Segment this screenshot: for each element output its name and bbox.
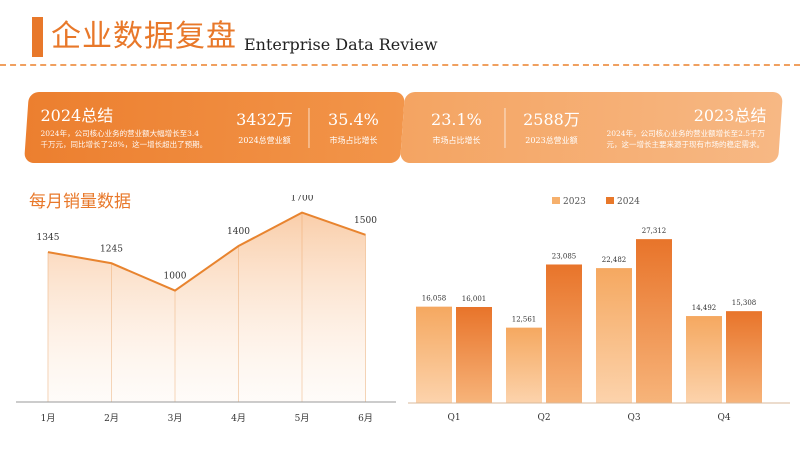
summary-2023-revenue-label: 2023总营业额 bbox=[525, 136, 578, 145]
monthly-sales-line bbox=[47, 211, 366, 292]
bar-data-label: 16,001 bbox=[462, 295, 487, 303]
legend-label-2023: 2023 bbox=[563, 197, 586, 207]
legend-swatch-2024 bbox=[606, 197, 614, 204]
summary-2024-desc-line1: 2024年，公司核心业务的营业额大幅增长至3.4 bbox=[40, 129, 199, 138]
summary-2023-card: 23.1% 市场占比增长 2588万 2023总营业额 2023总结 2024年… bbox=[400, 92, 783, 163]
bar-data-label: 12,561 bbox=[512, 316, 537, 324]
bar-Q1-2024 bbox=[456, 306, 492, 403]
summary-2023-title: 2023总结 bbox=[693, 106, 767, 125]
title-accent-bar bbox=[32, 17, 43, 57]
bar-Q2-2023 bbox=[506, 327, 542, 403]
bar-Q3-2023 bbox=[596, 268, 632, 403]
monthly-data-label: 1700 bbox=[291, 195, 314, 204]
summary-2024-desc-line2: 千万元，同比增长了28%，这一增长超出了预期。 bbox=[40, 140, 208, 149]
monthly-data-label: 1245 bbox=[100, 244, 123, 254]
bar-data-label: 23,085 bbox=[552, 252, 577, 260]
bar-data-label: 16,058 bbox=[422, 295, 447, 303]
bar-data-label: 15,308 bbox=[732, 299, 757, 307]
quarter-tick-label: Q3 bbox=[627, 413, 640, 423]
summary-2024-revenue-label: 2024总营业额 bbox=[238, 136, 291, 145]
bar-Q1-2023 bbox=[416, 306, 452, 403]
bar-data-label: 14,492 bbox=[692, 304, 717, 312]
summary-2024-separator bbox=[308, 108, 310, 148]
quarter-tick-label: Q1 bbox=[447, 413, 460, 423]
bar-Q4-2023 bbox=[686, 316, 722, 403]
page-subtitle: Enterprise Data Review bbox=[244, 35, 438, 54]
monthly-sales-area bbox=[48, 212, 366, 402]
summary-2024-share-value: 35.4% bbox=[328, 110, 379, 129]
summary-2023-share-value: 23.1% bbox=[431, 110, 482, 129]
bar-data-label: 22,482 bbox=[602, 256, 627, 264]
bar-Q3-2024 bbox=[636, 239, 672, 403]
quarter-tick-label: Q4 bbox=[717, 413, 730, 423]
bar-Q2-2024 bbox=[546, 264, 582, 403]
monthly-tick-label: 3月 bbox=[168, 413, 183, 424]
quarter-tick-label: Q2 bbox=[537, 413, 550, 423]
summary-2024-revenue-value: 3432万 bbox=[236, 110, 293, 129]
monthly-tick-label: 1月 bbox=[41, 413, 56, 424]
bar-data-label: 27,312 bbox=[642, 227, 667, 235]
summary-2023-share-label: 市场占比增长 bbox=[432, 136, 481, 145]
monthly-sales-chart: 1345 1245 1000 1400 1700 1500 1月 2月 3月 4月 5月 6月 bbox=[16, 195, 396, 424]
legend-swatch-2023 bbox=[552, 197, 560, 204]
summary-2023-desc-line2: 元，这一增长主要来源于现有市场的稳定需求。 bbox=[606, 140, 764, 149]
page-title: 企业数据复盘 bbox=[51, 19, 237, 54]
summary-2024-card: 2024总结 2024年，公司核心业务的营业额大幅增长至3.4 千万元，同比增长… bbox=[24, 92, 405, 163]
monthly-data-label: 1500 bbox=[354, 216, 377, 226]
monthly-data-label: 1400 bbox=[227, 227, 250, 237]
summary-2023-desc-line1: 2024年，公司核心业务的营业额增长至2.5千万 bbox=[606, 129, 765, 138]
monthly-tick-label: 4月 bbox=[231, 413, 246, 424]
monthly-tick-label: 5月 bbox=[295, 413, 310, 424]
monthly-data-label: 1345 bbox=[37, 233, 60, 243]
monthly-tick-label: 6月 bbox=[358, 413, 373, 424]
bar-Q4-2024 bbox=[726, 311, 762, 403]
header-divider bbox=[0, 64, 800, 66]
monthly-tick-label: 2月 bbox=[104, 413, 119, 424]
summary-2024-title: 2024总结 bbox=[40, 106, 114, 125]
legend-label-2024: 2024 bbox=[617, 197, 640, 207]
summary-2024-share-label: 市场占比增长 bbox=[329, 136, 378, 145]
summary-2023-separator bbox=[504, 108, 506, 148]
quarterly-sales-chart: 2023 2024 16,058 16,001 12,561 23,085 22,482 2… bbox=[408, 197, 790, 423]
monthly-sales-title: 每月销量数据 bbox=[29, 192, 131, 212]
monthly-data-label: 1000 bbox=[164, 272, 187, 282]
summary-2023-revenue-value: 2588万 bbox=[523, 110, 580, 129]
